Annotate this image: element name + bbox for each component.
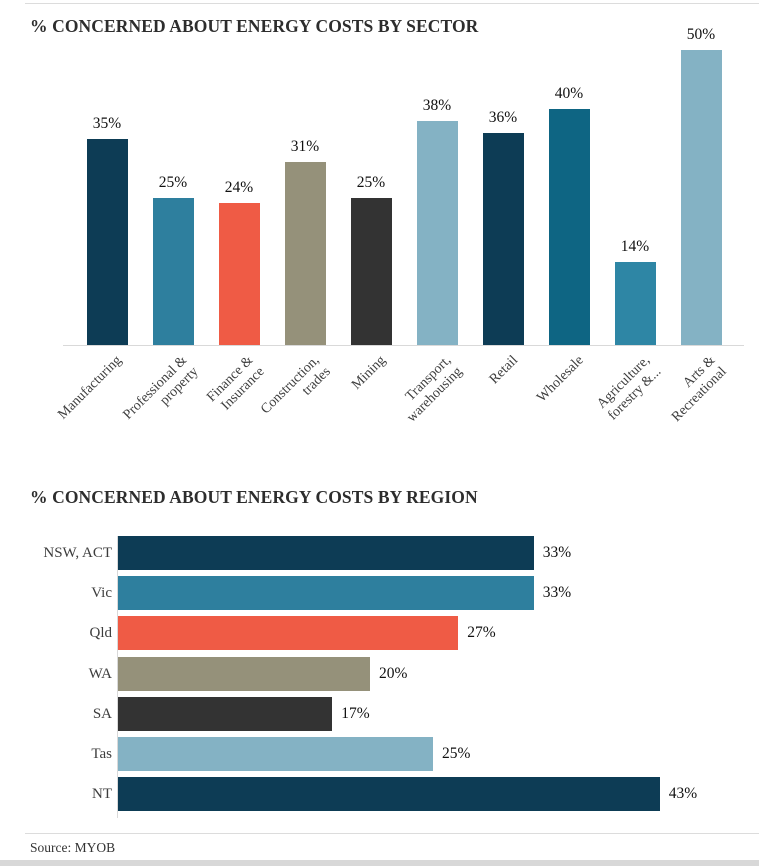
region-value-label-tas: 25%: [442, 745, 471, 762]
region-category-label-nsw-act: NSW, ACT: [43, 545, 112, 561]
sector-bar-mining: [350, 197, 392, 345]
region-value-label-nt: 43%: [668, 785, 698, 803]
sector-bar-manufacturing: [86, 138, 128, 345]
top-divider: [25, 3, 759, 4]
sector-value-label-retail: 36%: [488, 108, 518, 126]
sector-value-label-wholesale: 40%: [554, 85, 584, 102]
region-bar-wa: [118, 656, 370, 691]
region-bar-qld: [118, 616, 459, 651]
region-category-label-wa: WA: [88, 665, 112, 682]
region-bar-vic: [118, 576, 534, 611]
sector-value-label-arts: 50%: [686, 26, 716, 43]
sector-value-label-agriculture: 14%: [620, 238, 650, 256]
sector-category-label-transport: Transport, warehousing: [403, 353, 466, 426]
sector-chart-title: % CONCERNED ABOUT ENERGY COSTS BY SECTOR: [30, 16, 479, 36]
region-value-label-qld: 27%: [467, 624, 496, 642]
region-y-axis-line: [117, 536, 118, 818]
region-bar-nt: [118, 777, 660, 812]
sector-category-label-mining: Mining: [348, 353, 389, 393]
sector-bar-arts: [680, 50, 722, 345]
sector-bar-finance: [218, 203, 260, 345]
sector-category-label-wholesale: Wholesale: [534, 353, 587, 406]
sector-category-label-finance: Finance & Insurance: [204, 353, 268, 414]
region-bar-sa: [118, 696, 333, 731]
sector-value-label-manufacturing: 35%: [92, 114, 122, 132]
sector-category-label-professional: Professional & property: [120, 353, 202, 423]
sector-value-label-transport: 38%: [422, 96, 452, 114]
sector-bar-wholesale: [548, 109, 590, 345]
region-bar-nsw-act: [118, 536, 534, 570]
region-value-label-sa: 17%: [341, 704, 370, 722]
bottom-border-strip: [0, 860, 759, 866]
sector-value-label-mining: 25%: [356, 173, 386, 191]
region-category-label-vic: Vic: [91, 585, 112, 602]
region-category-label-sa: SA: [92, 705, 112, 722]
sector-bar-retail: [482, 132, 524, 345]
region-value-label-wa: 20%: [379, 664, 408, 682]
region-category-label-qld: Qld: [89, 625, 113, 642]
source-divider: [25, 833, 759, 834]
region-chart-title: % CONCERNED ABOUT ENERGY COSTS BY REGION: [30, 487, 478, 507]
region-value-label-vic: 33%: [542, 584, 572, 602]
sector-category-label-manufacturing: Manufacturing: [55, 353, 125, 423]
sector-value-label-finance: 24%: [224, 179, 254, 197]
sector-category-label-retail: Retail: [486, 353, 521, 388]
sector-category-label-construction: Construction, trades: [258, 353, 334, 418]
region-bar-tas: [118, 737, 433, 771]
sector-bar-construction: [284, 162, 326, 345]
sector-category-label-arts: Arts & Recreational: [669, 353, 730, 425]
region-category-label-tas: Tas: [91, 746, 112, 762]
region-category-label-nt: NT: [92, 786, 112, 803]
sector-value-label-professional: 25%: [158, 173, 188, 191]
sector-x-axis-line: [63, 345, 744, 346]
sector-bar-professional: [152, 197, 194, 345]
sector-category-label-agriculture: Agriculture, forestry &...: [593, 353, 664, 424]
sector-bar-transport: [416, 120, 458, 345]
sector-value-label-construction: 31%: [290, 138, 320, 156]
source-label: Source: MYOB: [30, 840, 116, 855]
region-value-label-nsw-act: 33%: [542, 544, 572, 561]
sector-bar-agriculture: [614, 262, 656, 345]
